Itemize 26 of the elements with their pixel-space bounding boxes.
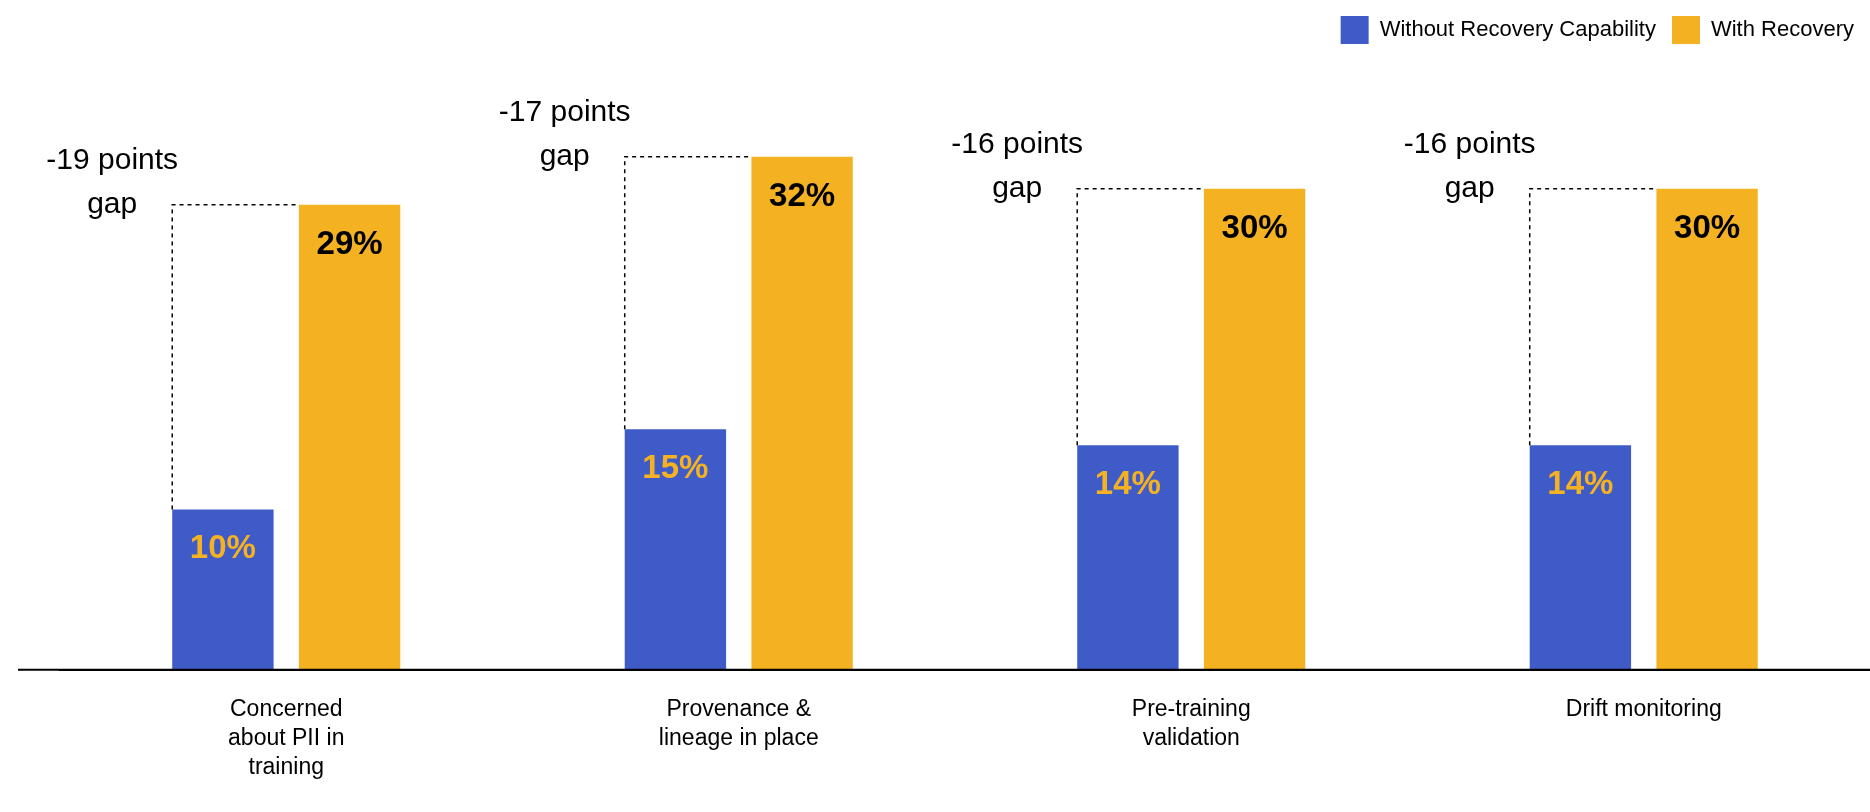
data-label: 30% xyxy=(1674,207,1741,245)
annotation: -19 points gap xyxy=(46,142,179,219)
bar xyxy=(751,156,853,670)
data-label: 14% xyxy=(1547,464,1614,502)
data-label: 29% xyxy=(316,223,383,261)
x-tick-label: Drift monitoring xyxy=(1565,695,1722,722)
legend-label: With Recovery xyxy=(1710,16,1855,42)
annotation: -17 points gap xyxy=(498,93,631,171)
data-label: 10% xyxy=(189,528,256,566)
data-label: 15% xyxy=(642,448,709,486)
bar xyxy=(172,509,274,670)
annotation: -16 points gap xyxy=(1403,125,1536,203)
bar xyxy=(1203,188,1306,670)
bar xyxy=(298,204,401,670)
x-tick-label: Provenance & lineage in place xyxy=(658,695,819,751)
bar xyxy=(1529,445,1632,670)
data-label: 14% xyxy=(1094,464,1161,502)
data-label: 30% xyxy=(1221,207,1288,245)
legend-label: Without Recovery Capability xyxy=(1379,16,1656,42)
x-tick-label: Concerned about PII in training xyxy=(228,695,345,779)
data-label: 32% xyxy=(769,175,836,213)
bar xyxy=(1656,188,1758,670)
x-tick-label: Pre-training validation xyxy=(1131,695,1251,751)
bar xyxy=(624,429,727,670)
annotation: -16 points gap xyxy=(951,125,1084,203)
bar xyxy=(1077,445,1179,670)
